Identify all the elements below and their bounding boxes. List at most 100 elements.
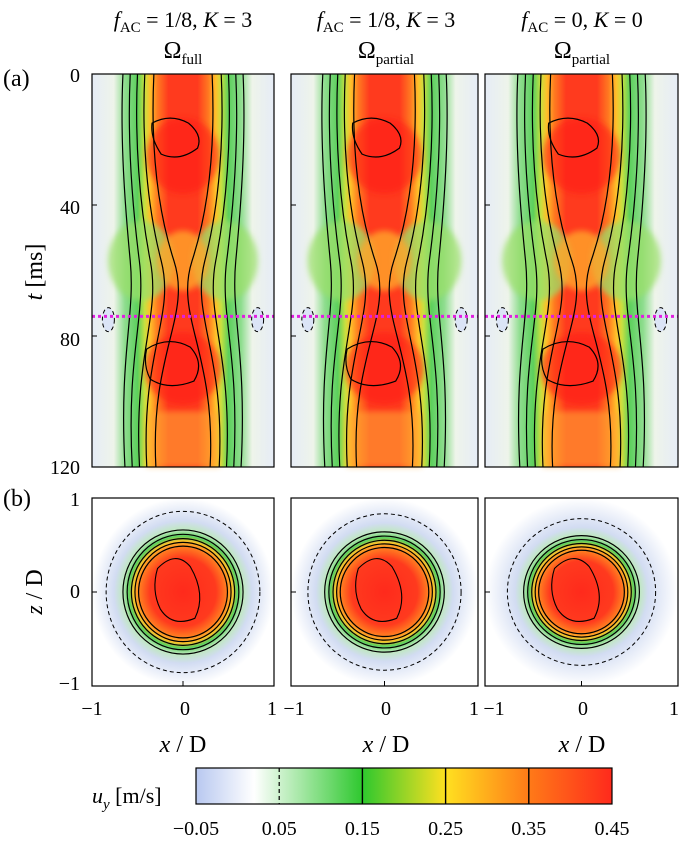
contour-line: [388, 73, 416, 468]
jet-cross-section: [485, 498, 678, 686]
contour-negative: [301, 307, 315, 333]
contour-line: [328, 73, 342, 468]
colorbar-frame: [195, 767, 613, 805]
colorbar-gradient: [196, 768, 612, 804]
neck-core: [157, 230, 209, 291]
column-subheader-1: Ωfull: [164, 38, 203, 68]
contour-ring: [527, 538, 636, 646]
ytick-label-t80: 80: [60, 329, 80, 351]
contour-peak-lower: [541, 341, 599, 387]
ytick-label-z1: 1: [70, 489, 80, 511]
contour-negative: [251, 307, 265, 333]
contour-ring: [339, 546, 430, 638]
panel-a-frame: [484, 73, 679, 468]
panel-b-ylabel: z / D: [22, 569, 48, 615]
neck-core: [554, 230, 609, 291]
core-blob-lower: [345, 332, 424, 405]
column-subheader-2: Ωpartial: [358, 38, 414, 68]
contour-line: [224, 73, 238, 468]
contour-line: [625, 73, 639, 468]
colorbar: −0.05 0.05 0.15 0.25 0.35 0.45: [173, 767, 630, 840]
xtick-label-c3-neg1: −1: [483, 698, 504, 720]
contour-negative-ring: [105, 510, 261, 674]
contour-line: [143, 73, 166, 468]
colorbar-tick-label: 0.25: [428, 818, 463, 840]
contour-line: [343, 73, 367, 468]
contour-line: [600, 73, 624, 468]
contour-line: [186, 73, 214, 468]
contour-line: [427, 73, 441, 468]
panel-b-plot-col2: [290, 497, 479, 687]
panel-b-yticks: 1 0 −1: [59, 489, 80, 695]
contour-negative-ring: [307, 513, 462, 671]
panel-a-plot-col1: [91, 73, 275, 468]
colorbar-tick-label: 0.15: [345, 818, 380, 840]
panel-a-plot-col3: [484, 73, 679, 468]
contour-ring: [522, 534, 640, 649]
contour-ring: [534, 546, 629, 638]
xtick-label-c1-1: 1: [267, 698, 277, 720]
contour-line: [402, 73, 426, 468]
contour-peak-upper: [151, 117, 200, 158]
contour-ring: [122, 529, 244, 655]
contour-negative: [654, 307, 668, 333]
contour-ring: [126, 533, 240, 651]
contour-peak-lower: [144, 341, 200, 387]
colorbar-tick-label: 0.45: [595, 818, 630, 840]
core-blob-lower: [144, 332, 222, 405]
ytick-label-t0: 0: [70, 65, 80, 87]
contour-line: [539, 73, 563, 468]
contour-negative-ring: [506, 518, 657, 666]
column-subheader-3: Ωpartial: [554, 38, 610, 68]
ytick-label-t120: 120: [50, 457, 80, 479]
colorbar-label: uy [m/s]: [92, 783, 162, 813]
contour-peak: [355, 558, 403, 622]
colorbar-tick-label: 0.05: [262, 818, 297, 840]
contour-line: [336, 73, 354, 468]
core-blob-lower: [540, 332, 623, 405]
ytick-label-zm1: −1: [59, 673, 80, 695]
contour-ring: [324, 531, 445, 653]
neck-left: [502, 220, 572, 301]
ytick-label-t40: 40: [60, 197, 80, 219]
xlabel-col1: x / D: [159, 732, 207, 758]
xtick-label-c2-1: 1: [469, 698, 479, 720]
contour-line: [531, 73, 551, 468]
jet-cross-section: [92, 498, 274, 686]
column-header-1: fAC = 1/8, K = 3: [114, 7, 253, 36]
tail-core: [146, 411, 220, 467]
xtick-labels: −1 0 1 −1 0 1 −1 0 1: [81, 698, 679, 720]
neck-right: [591, 220, 661, 301]
contour-line: [612, 73, 632, 468]
neck-right: [393, 220, 462, 301]
panel-b-plot-col1: [91, 497, 275, 687]
contour-ring: [336, 543, 433, 641]
contour-ring: [332, 539, 437, 645]
ytick-label-z0: 0: [70, 581, 80, 603]
contour-peak-lower: [345, 341, 402, 387]
contour-ring: [137, 545, 229, 639]
tail-core: [347, 411, 422, 467]
contour-line: [212, 73, 230, 468]
contour-line: [437, 73, 448, 468]
colorbar-tick-label: 0.35: [511, 818, 546, 840]
xtick-label-c1-neg1: −1: [81, 698, 102, 720]
xtick-label-c1-0: 0: [180, 698, 190, 720]
column-header-3: fAC = 0, K = 0: [521, 7, 643, 36]
contour-ring: [134, 541, 232, 643]
panel-a-plot-col2: [290, 73, 479, 468]
contour-negative: [101, 307, 115, 333]
contour-peak-upper: [547, 117, 600, 158]
contour-line: [200, 73, 223, 468]
contour-ring: [130, 538, 236, 646]
panel-a-ylabel: t [ms]: [22, 244, 48, 301]
xlabel-col3: x / D: [558, 732, 606, 758]
contour-ring: [531, 542, 632, 642]
xlabel-col2: x / D: [362, 732, 410, 758]
column-header-2: fAC = 1/8, K = 3: [317, 7, 456, 36]
contour-line: [234, 73, 245, 468]
panel-a-frame: [290, 73, 479, 468]
contour-line: [524, 73, 538, 468]
panel-a-frame: [91, 73, 275, 468]
